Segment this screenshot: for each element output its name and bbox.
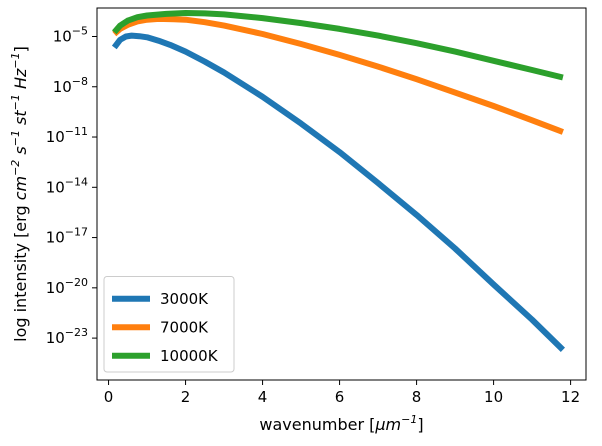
y-tick-label: 10−23 [46, 326, 88, 347]
legend-label: 7000K [160, 318, 209, 336]
x-tick-label: 4 [258, 388, 268, 406]
y-tick-label: 10−17 [46, 226, 88, 247]
legend-label: 10000K [160, 347, 219, 365]
series-line-3000K [111, 32, 565, 352]
y-tick-label: 10−20 [46, 276, 88, 297]
x-tick-label: 10 [484, 388, 503, 406]
series-line-10000K [112, 10, 564, 81]
series-line-7000K [112, 15, 564, 135]
y-axis-title: log intensity [erg cm−2 s−1 st−1 Hz−1] [9, 46, 30, 342]
x-tick-label: 8 [412, 388, 422, 406]
y-tick-label: 10−11 [46, 125, 88, 146]
y-tick-label: 10−5 [53, 24, 88, 45]
x-tick-label: 2 [181, 388, 191, 406]
x-axis-title: wavenumber [μm−1] [259, 413, 423, 434]
x-tick-label: 6 [335, 388, 345, 406]
legend-label: 3000K [160, 290, 209, 308]
y-tick-label: 10−8 [53, 75, 88, 96]
x-tick-label: 12 [561, 388, 580, 406]
x-tick-label: 0 [104, 388, 114, 406]
y-tick-label: 10−14 [46, 175, 88, 196]
